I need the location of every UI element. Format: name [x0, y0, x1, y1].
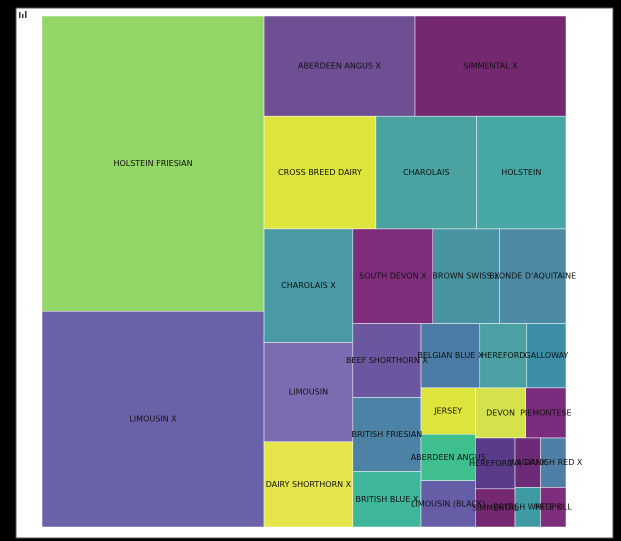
tile-label: BROWN SWISS X [432, 272, 500, 281]
tile [475, 387, 526, 439]
tile-label: PIEMONTESE [520, 408, 572, 417]
tile [499, 228, 567, 324]
tile-label: BRITISH FRIESIAN [352, 430, 423, 439]
tile [352, 323, 422, 398]
tile-label: DANISH RED X [524, 458, 583, 467]
tile-label: CROSS BREED DAIRY [278, 168, 362, 177]
tile [420, 480, 476, 528]
tile [263, 441, 354, 528]
tile-label: SIMMENTAL X [463, 62, 518, 71]
tile-label: WAGYU X [509, 458, 547, 467]
tile [432, 228, 500, 324]
tile-label: LIMOUSIN [289, 388, 328, 397]
tile-label: ABERDEEN ANGUS X [298, 62, 382, 71]
tile-label: LIMOUSIN (BLACK) [411, 499, 485, 508]
tile [514, 437, 541, 488]
tile [263, 342, 354, 443]
tile-label: DAIRY SHORTHORN X [266, 480, 352, 489]
tile [352, 228, 434, 324]
tile [540, 437, 567, 488]
tile [476, 115, 567, 230]
tile-label: HOLSTEIN [501, 168, 541, 177]
tile [514, 487, 541, 528]
tile-label: SIMMENTAL [472, 503, 519, 512]
tile-label: SOUTH DEVON X [359, 272, 427, 281]
tile-label: JERSEY [433, 407, 462, 416]
tile-label: BELGIAN BLUE X [417, 351, 484, 360]
tile [414, 15, 567, 117]
tile-label: DEVON [486, 408, 515, 417]
tile-label: REDPOLL [535, 503, 572, 512]
tile [263, 115, 377, 230]
tile [540, 487, 567, 528]
chart-icon [19, 11, 27, 18]
tile-label: HEREFORD X [469, 459, 522, 468]
tile-label: HEREFORD [481, 351, 525, 360]
tile-label: CHAROLAIS [403, 168, 449, 177]
tile [352, 471, 422, 528]
tile [475, 437, 516, 490]
tile-label: GALLOWAY [525, 351, 569, 360]
tile-label: HOLSTEIN FRIESIAN [113, 159, 192, 168]
tile [420, 323, 481, 389]
tile [263, 15, 416, 117]
tile-label: BEEF SHORTHORN X [346, 356, 428, 365]
tile-label: CHAROLAIS X [281, 281, 336, 290]
tile [475, 488, 516, 528]
tile [479, 323, 528, 389]
tile-label: BRITISH WHITE X [493, 503, 562, 512]
tile [41, 310, 265, 528]
tile-label: BRITISH BLUE X [356, 495, 419, 504]
tile [263, 228, 354, 343]
tile-label: BLONDE D'AQUITAINE [489, 272, 576, 281]
tile [525, 387, 567, 439]
tile [420, 434, 476, 481]
tile [420, 387, 476, 435]
tile [41, 15, 265, 312]
tile-label: LIMOUSIN X [129, 415, 177, 424]
tile-label: ABERDEEN ANGUS [411, 453, 486, 462]
